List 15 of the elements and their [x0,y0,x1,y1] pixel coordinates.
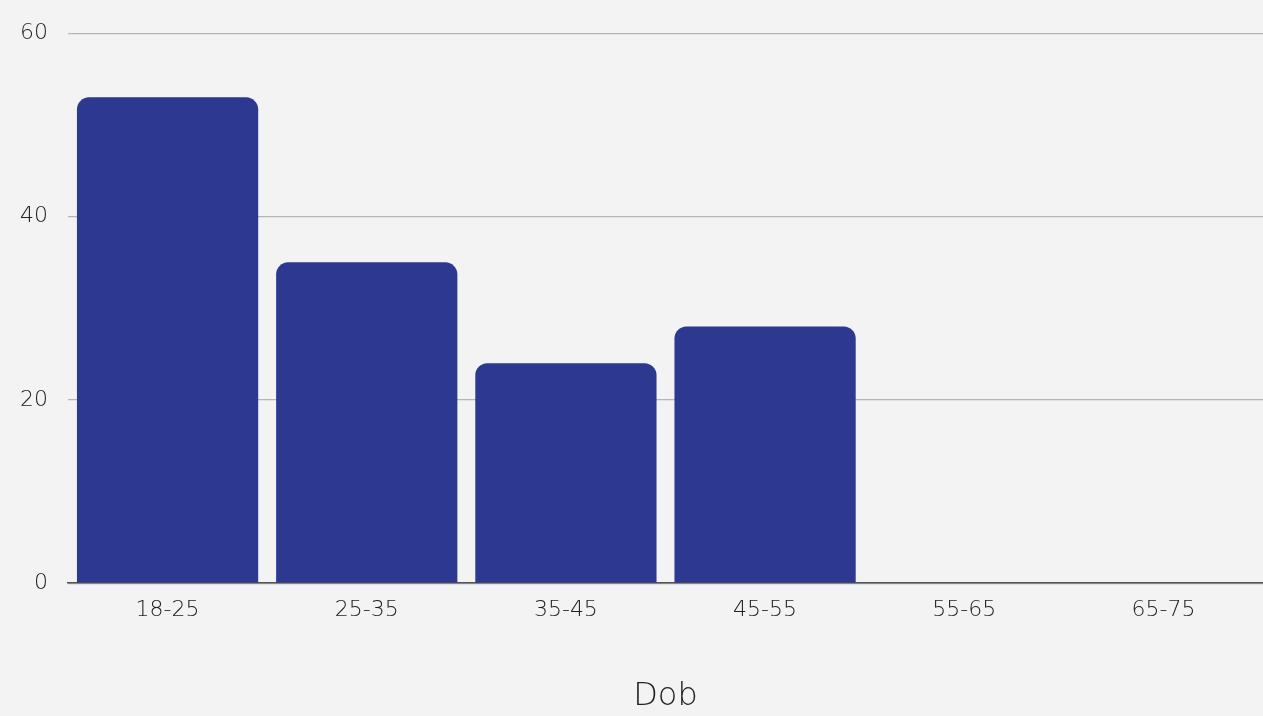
y-tick-label: 20 [19,385,48,411]
y-tick-label: 0 [33,568,48,594]
bar [674,326,856,583]
bar [76,97,259,583]
x-tick-label: 45-55 [733,596,798,622]
bar [276,262,458,583]
y-tick-label: 40 [19,202,48,228]
x-tick-label: 35-45 [533,596,598,622]
x-tick-label: 65-75 [1131,596,1196,622]
bar [475,363,657,583]
x-tick-label: 55-65 [932,596,997,622]
x-tick-label: 25-35 [334,596,399,622]
y-tick-label: 60 [19,18,48,44]
x-tick-label: 18-25 [135,596,200,622]
x-axis-title: Dob [633,675,698,714]
